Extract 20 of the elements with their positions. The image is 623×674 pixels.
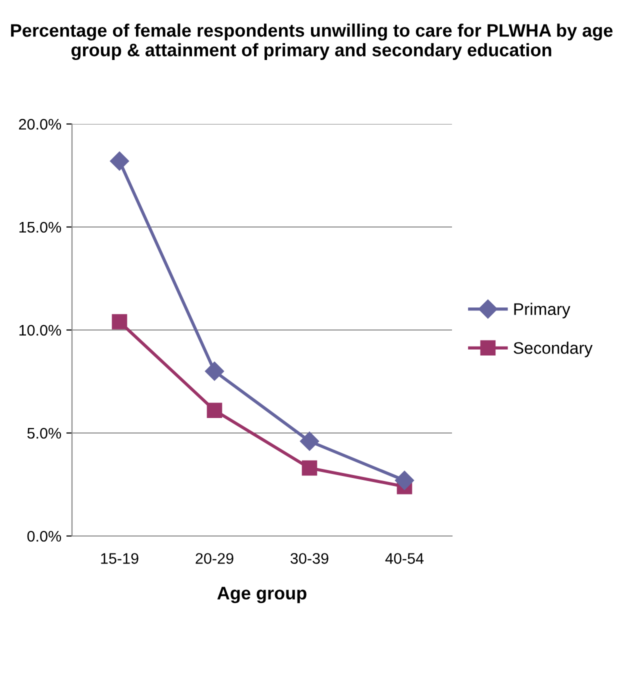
chart-title: Percentage of female respondents unwilling to care for PLWHA by age group & attainment of primary and secondary education — [11, 24, 613, 60]
point — [302, 460, 318, 476]
x-tick-label: 20-29 — [196, 553, 234, 564]
x-tick-label: 30-39 — [290, 553, 328, 564]
y-tick-label: 15.0% — [19, 222, 62, 233]
point — [204, 362, 224, 381]
x-tick-label: 15-19 — [101, 553, 138, 564]
point — [300, 432, 320, 451]
y-tick-label: 0.0% — [27, 530, 62, 542]
y-tick-label: 5.0% — [27, 428, 62, 439]
x-axis-title: Age group — [217, 586, 306, 604]
legend-label: Primary — [514, 302, 570, 318]
point — [112, 314, 128, 330]
point — [206, 402, 222, 418]
y-tick-label: 10.0% — [19, 324, 62, 336]
y-tick-label: 20.0% — [19, 118, 62, 130]
point — [110, 152, 130, 171]
x-tick-label: 40-54 — [385, 553, 424, 564]
point — [394, 470, 414, 490]
legend-label: Secondary — [514, 342, 593, 358]
